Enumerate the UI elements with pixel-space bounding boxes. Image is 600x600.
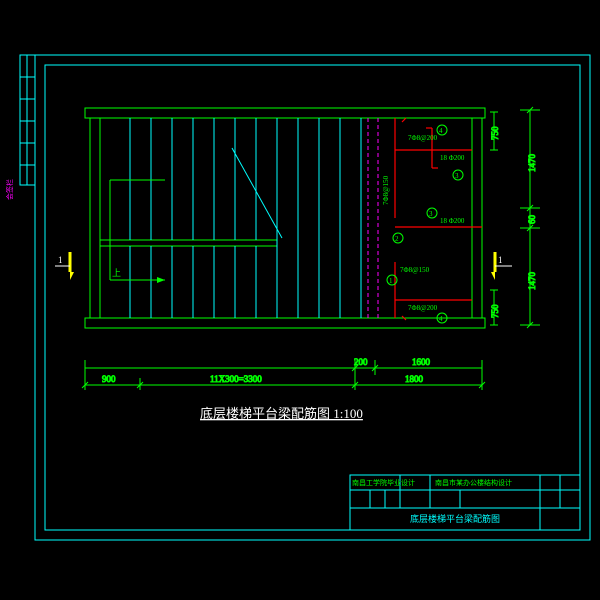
dims-bottom: 900 11X300=3300 200 1600 1800 [82, 357, 485, 390]
svg-text:60: 60 [527, 215, 537, 225]
title-block: 南昌工学院毕业设计 南昌市某办公楼结构设计 底层楼梯平台梁配筋图 [350, 475, 580, 530]
svg-text:南昌工学院毕业设计: 南昌工学院毕业设计 [352, 478, 415, 487]
svg-text:18 Φ200: 18 Φ200 [440, 154, 465, 162]
svg-text:900: 900 [102, 374, 116, 384]
svg-text:750: 750 [490, 126, 500, 140]
binding-margin: 会签栏 [5, 55, 35, 200]
svg-text:1: 1 [498, 255, 503, 265]
svg-text:4: 4 [439, 127, 443, 135]
svg-text:1470: 1470 [527, 272, 537, 291]
svg-text:3: 3 [455, 172, 459, 180]
svg-text:1470: 1470 [527, 154, 537, 173]
svg-text:7Φ8@150: 7Φ8@150 [382, 175, 390, 205]
treads [130, 118, 361, 318]
svg-text:750: 750 [490, 304, 500, 318]
drawing-title: 底层楼梯平台梁配筋图 1:100 [200, 406, 363, 421]
svg-text:南昌市某办公楼结构设计: 南昌市某办公楼结构设计 [435, 478, 512, 487]
svg-text:1: 1 [389, 277, 393, 285]
svg-text:1800: 1800 [405, 374, 424, 384]
svg-text:7Φ8@200: 7Φ8@200 [408, 304, 438, 312]
titleblock-main: 底层楼梯平台梁配筋图 [410, 513, 500, 524]
cad-drawing: 会签栏 [0, 0, 600, 600]
binding-label: 会签栏 [5, 179, 14, 200]
outer-frame [35, 55, 590, 540]
svg-text:11X300=3300: 11X300=3300 [210, 374, 262, 384]
svg-text:3: 3 [429, 210, 433, 218]
section-marks: 1 1 [55, 252, 512, 280]
up-label: 上 [112, 268, 121, 278]
svg-text:2: 2 [395, 235, 399, 243]
svg-text:1: 1 [58, 255, 63, 265]
svg-text:7Φ8@200: 7Φ8@200 [408, 134, 438, 142]
rebar [395, 118, 482, 320]
svg-text:4: 4 [439, 315, 443, 323]
svg-text:1600: 1600 [412, 357, 431, 367]
svg-text:18 Φ200: 18 Φ200 [440, 217, 465, 225]
svg-text:200: 200 [354, 357, 368, 367]
dims-right: 750 750 1470 60 1470 [490, 107, 540, 328]
svg-text:7Φ8@150: 7Φ8@150 [400, 266, 430, 274]
